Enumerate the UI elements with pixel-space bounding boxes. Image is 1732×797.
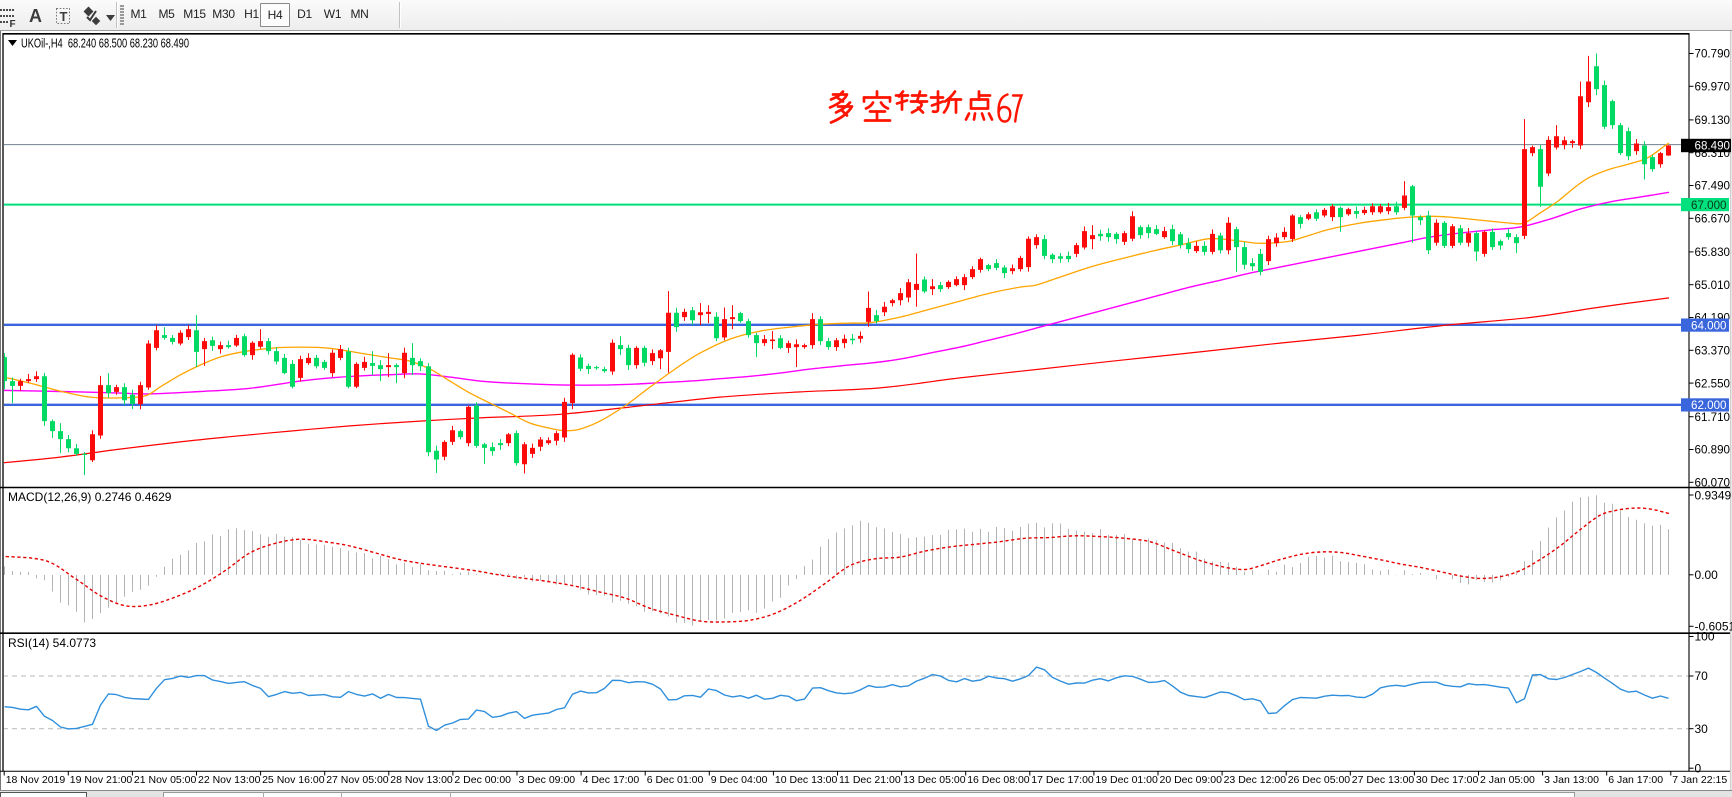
svg-text:61.710: 61.710: [1695, 410, 1731, 424]
svg-text:30 Dec 17:00: 30 Dec 17:00: [1416, 774, 1479, 786]
svg-text:0: 0: [1695, 761, 1702, 775]
svg-text:2 Dec 00:00: 2 Dec 00:00: [454, 774, 511, 786]
svg-text:RSI(14) 54.0773: RSI(14) 54.0773: [8, 636, 96, 650]
svg-text:27 Nov 05:00: 27 Nov 05:00: [326, 774, 389, 786]
svg-text:18 Nov 2019: 18 Nov 2019: [6, 774, 66, 786]
svg-text:3 Dec 09:00: 3 Dec 09:00: [519, 774, 576, 786]
svg-text:9 Dec 04:00: 9 Dec 04:00: [711, 774, 768, 786]
svg-text:27 Dec 13:00: 27 Dec 13:00: [1352, 774, 1415, 786]
svg-text:F: F: [10, 19, 16, 30]
svg-text:67.000: 67.000: [1691, 198, 1727, 212]
svg-text:19 Nov 21:00: 19 Nov 21:00: [70, 774, 133, 786]
svg-text:62.550: 62.550: [1695, 376, 1731, 390]
svg-text:0.00: 0.00: [1695, 568, 1719, 582]
svg-text:19 Dec 01:00: 19 Dec 01:00: [1095, 774, 1158, 786]
svg-text:4 Dec 17:00: 4 Dec 17:00: [583, 774, 640, 786]
svg-text:28 Nov 13:00: 28 Nov 13:00: [390, 774, 453, 786]
svg-text:0.9349: 0.9349: [1695, 488, 1732, 502]
svg-text:3 Jan 13:00: 3 Jan 13:00: [1544, 774, 1599, 786]
svg-text:23 Dec 12:00: 23 Dec 12:00: [1224, 774, 1287, 786]
svg-text:65.830: 65.830: [1695, 245, 1731, 259]
svg-text:26 Dec 05:00: 26 Dec 05:00: [1288, 774, 1351, 786]
svg-text:6 Dec 01:00: 6 Dec 01:00: [647, 774, 704, 786]
svg-text:13 Dec 05:00: 13 Dec 05:00: [903, 774, 966, 786]
svg-text:22 Nov 13:00: 22 Nov 13:00: [198, 774, 261, 786]
svg-text:100: 100: [1695, 630, 1715, 644]
svg-text:11 Dec 21:00: 11 Dec 21:00: [839, 774, 901, 786]
svg-text:70.790: 70.790: [1695, 47, 1731, 61]
svg-text:T: T: [60, 9, 68, 24]
svg-text:17 Dec 17:00: 17 Dec 17:00: [1031, 774, 1094, 786]
svg-text:70: 70: [1695, 669, 1709, 683]
svg-text:30: 30: [1695, 722, 1709, 736]
svg-text:7 Jan 22:15: 7 Jan 22:15: [1672, 774, 1727, 786]
svg-text:60.890: 60.890: [1695, 443, 1731, 457]
svg-text:UKOil-,H4 68.240 68.500 68.23: UKOil-,H4 68.240 68.500 68.230 68.490: [21, 37, 189, 51]
svg-text:6 Jan 17:00: 6 Jan 17:00: [1608, 774, 1663, 786]
svg-text:60.070: 60.070: [1695, 476, 1731, 490]
svg-text:69.130: 69.130: [1695, 113, 1731, 127]
svg-text:68.490: 68.490: [1695, 139, 1731, 153]
svg-text:2 Jan 05:00: 2 Jan 05:00: [1480, 774, 1535, 786]
svg-text:64.000: 64.000: [1691, 318, 1727, 332]
svg-text:20 Dec 09:00: 20 Dec 09:00: [1160, 774, 1223, 786]
svg-text:16 Dec 08:00: 16 Dec 08:00: [967, 774, 1030, 786]
svg-text:63.370: 63.370: [1695, 344, 1731, 358]
svg-text:65.010: 65.010: [1695, 278, 1731, 292]
svg-text:MACD(12,26,9) 0.2746 0.4629: MACD(12,26,9) 0.2746 0.4629: [8, 490, 172, 504]
svg-text:-0.6051: -0.6051: [1695, 620, 1732, 634]
svg-text:69.970: 69.970: [1695, 80, 1731, 94]
svg-text:25 Nov 16:00: 25 Nov 16:00: [262, 774, 325, 786]
svg-text:66.670: 66.670: [1695, 212, 1731, 226]
svg-text:21 Nov 05:00: 21 Nov 05:00: [134, 774, 197, 786]
svg-text:62.000: 62.000: [1691, 398, 1727, 412]
svg-text:67.490: 67.490: [1695, 179, 1731, 193]
svg-text:10 Dec 13:00: 10 Dec 13:00: [775, 774, 838, 786]
